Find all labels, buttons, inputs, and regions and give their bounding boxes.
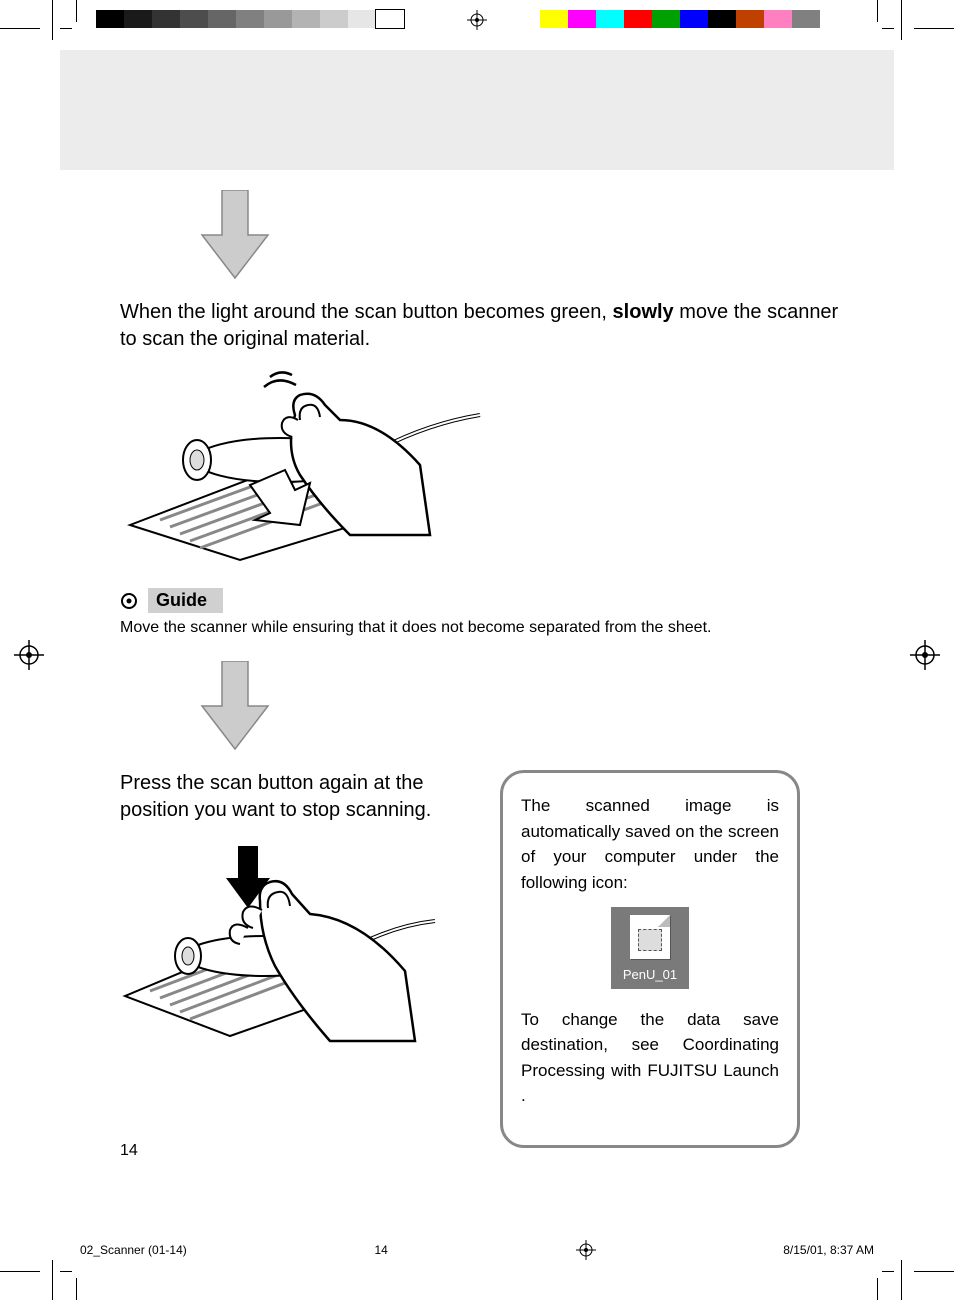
step2-column: Press the scan button again at the posit…: [120, 770, 460, 1069]
info-box-column: The scanned image is automatically saved…: [500, 770, 800, 1148]
guide-heading: Guide: [120, 588, 840, 613]
footer-file: 02_Scanner (01-14): [80, 1243, 187, 1257]
step2-text: Press the scan button again at the posit…: [120, 770, 460, 824]
registration-mark-icon: [910, 640, 940, 670]
scanner-moving-illustration: [120, 365, 490, 565]
footer-meta: 02_Scanner (01-14) 14 8/15/01, 8:37 AM: [80, 1240, 874, 1260]
info-para2: To change the data save destination, see…: [521, 1007, 779, 1109]
registration-mark-icon: [576, 1240, 596, 1260]
header-band: [60, 50, 894, 170]
step1-bold: slowly: [613, 301, 674, 323]
scanner-press-illustration: [120, 836, 440, 1046]
page-number: 14: [120, 1142, 138, 1160]
step1-text-before: When the light around the scan button be…: [120, 301, 613, 323]
file-glyph-icon: [630, 915, 670, 959]
guide-text: Move the scanner while ensuring that it …: [120, 619, 840, 637]
step1-text: When the light around the scan button be…: [120, 299, 840, 353]
desktop-file-icon: PenU_01: [611, 907, 689, 989]
bullet-icon: [120, 592, 138, 610]
grayscale-bar: [96, 10, 404, 28]
arrow-down-icon: [200, 190, 270, 280]
icon-label: PenU_01: [617, 965, 683, 985]
color-bar: [540, 10, 820, 28]
footer-page: 14: [374, 1243, 387, 1257]
registration-mark-icon: [467, 10, 487, 30]
info-box: The scanned image is automatically saved…: [500, 770, 800, 1148]
footer-datetime: 8/15/01, 8:37 AM: [783, 1243, 874, 1257]
registration-mark-icon: [14, 640, 44, 670]
info-para1: The scanned image is automatically saved…: [521, 793, 779, 895]
arrow-down-icon: [200, 661, 270, 751]
guide-label: Guide: [148, 588, 223, 613]
page-content: When the light around the scan button be…: [120, 190, 840, 1148]
